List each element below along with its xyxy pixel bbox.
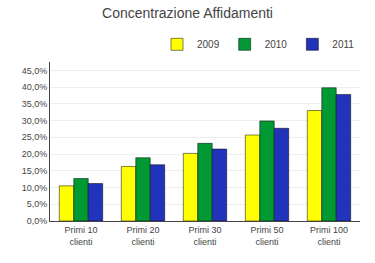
svg-text:15,0%: 15,0% bbox=[22, 166, 48, 176]
svg-text:45,0%: 45,0% bbox=[22, 66, 48, 76]
svg-text:2009: 2009 bbox=[197, 39, 220, 50]
svg-text:Primi 20clienti: Primi 20clienti bbox=[126, 225, 159, 247]
svg-text:20,0%: 20,0% bbox=[22, 149, 48, 159]
svg-text:25,0%: 25,0% bbox=[22, 132, 48, 142]
svg-text:Primi 50clienti: Primi 50clienti bbox=[250, 225, 283, 247]
svg-text:Primi 100clienti: Primi 100clienti bbox=[310, 225, 348, 247]
svg-text:Concentrazione Affidamenti: Concentrazione Affidamenti bbox=[102, 5, 273, 21]
svg-text:0,0%: 0,0% bbox=[27, 216, 48, 226]
svg-text:Primi 30clienti: Primi 30clienti bbox=[188, 225, 221, 247]
svg-text:30,0%: 30,0% bbox=[22, 116, 48, 126]
svg-text:35,0%: 35,0% bbox=[22, 99, 48, 109]
svg-text:2010: 2010 bbox=[265, 39, 288, 50]
svg-text:Primi 10clienti: Primi 10clienti bbox=[64, 225, 97, 247]
svg-text:10,0%: 10,0% bbox=[22, 183, 48, 193]
svg-text:5,0%: 5,0% bbox=[27, 199, 48, 209]
svg-text:40,0%: 40,0% bbox=[22, 82, 48, 92]
svg-text:2011: 2011 bbox=[332, 39, 354, 50]
